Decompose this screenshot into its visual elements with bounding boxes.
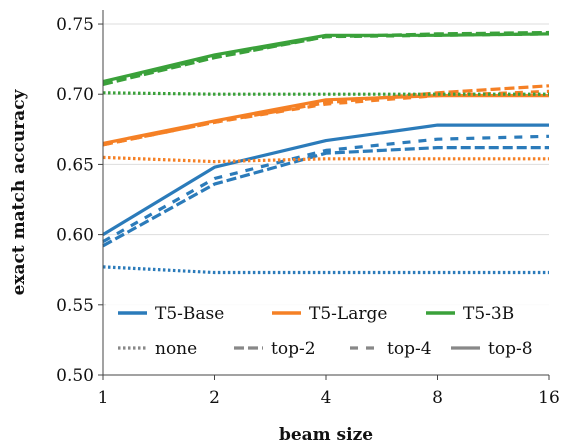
y-tick-label: 0.65 bbox=[56, 155, 94, 175]
legend-label: top-2 bbox=[271, 339, 316, 359]
series-line bbox=[102, 30, 550, 86]
y-tick-label: 0.55 bbox=[56, 296, 94, 316]
x-tick-label: 16 bbox=[538, 388, 560, 408]
series-line bbox=[102, 32, 550, 84]
legend-label: none bbox=[155, 339, 197, 359]
series-line bbox=[102, 265, 549, 275]
series-line bbox=[102, 155, 549, 164]
x-tick-label: 4 bbox=[321, 388, 332, 408]
x-tick-label: 1 bbox=[98, 388, 109, 408]
legend: T5-Base T5-Large T5-3B none top-2 top-4 top-8 bbox=[106, 292, 556, 368]
y-tick-label: 0.70 bbox=[56, 85, 94, 105]
series-line bbox=[102, 123, 549, 236]
series-line bbox=[102, 134, 550, 243]
legend-label: T5-Large bbox=[309, 304, 387, 324]
legend-background bbox=[106, 292, 556, 368]
series-line bbox=[102, 32, 550, 85]
series-line bbox=[102, 146, 549, 248]
y-axis-label: exact match accuracy bbox=[9, 88, 29, 295]
x-axis-label: beam size bbox=[279, 425, 373, 445]
legend-label: top-8 bbox=[488, 339, 533, 359]
y-tick-label: 0.75 bbox=[56, 15, 94, 35]
y-ticks: 0.50 0.55 0.60 0.65 0.70 0.75 bbox=[56, 15, 103, 386]
x-tick-label: 8 bbox=[432, 388, 443, 408]
series-line bbox=[102, 91, 549, 96]
x-tick-label: 2 bbox=[209, 388, 220, 408]
x-ticks: 1 2 4 8 16 bbox=[98, 375, 560, 408]
y-tick-label: 0.50 bbox=[56, 366, 94, 386]
y-tick-label: 0.60 bbox=[56, 226, 94, 246]
legend-label: top-4 bbox=[387, 339, 432, 359]
series-layer bbox=[102, 30, 550, 275]
legend-label: T5-Base bbox=[155, 304, 224, 324]
legend-label: T5-3B bbox=[463, 304, 514, 324]
